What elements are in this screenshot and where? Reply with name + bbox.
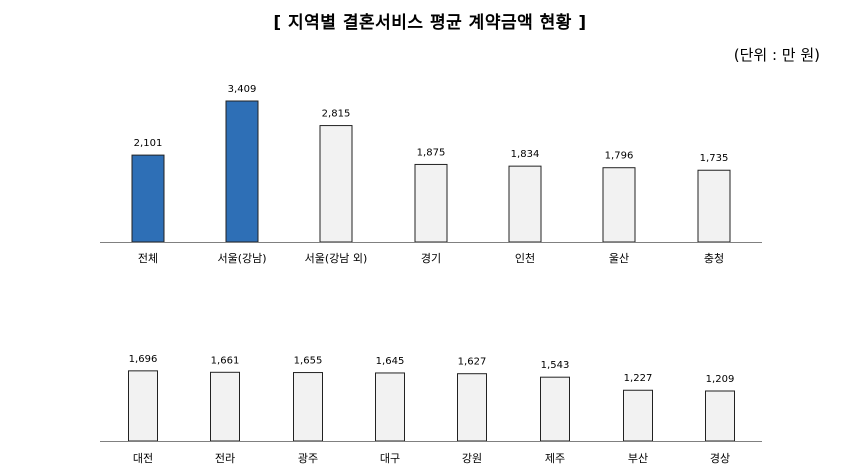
chart-title: [ 지역별 결혼서비스 평균 계약금액 현황 ] [273, 13, 587, 33]
data-label: 2,815 [322, 109, 351, 120]
category-label: 경상 [710, 452, 730, 465]
bar [210, 371, 240, 442]
bar [131, 154, 165, 243]
category-label: 전라 [215, 452, 235, 465]
category-label: 부산 [628, 452, 648, 465]
category-label: 제주 [545, 452, 565, 465]
bar [697, 169, 731, 243]
bar [602, 167, 636, 243]
data-label: 2,101 [134, 138, 163, 149]
bar [457, 373, 487, 442]
unit-label: (단위 : 만 원) [733, 46, 820, 64]
bar [705, 390, 735, 442]
category-label: 대전 [133, 452, 153, 465]
data-label: 1,875 [417, 147, 446, 158]
category-label: 전체 [138, 252, 158, 265]
data-label: 1,796 [605, 151, 634, 162]
data-label: 1,627 [458, 357, 487, 368]
data-label: 1,661 [211, 355, 240, 366]
category-label: 울산 [609, 252, 629, 265]
bar [319, 125, 353, 243]
data-label: 1,696 [129, 354, 158, 365]
data-label: 1,834 [511, 149, 540, 160]
chart-1: 2,101 전체 3,409 서울(강남) 2,815 서울(강남 외) 1,875 경기 1,… [100, 84, 762, 265]
bar [623, 389, 653, 442]
category-label: 서울(강남 외) [305, 252, 368, 265]
category-label: 강원 [462, 452, 482, 465]
data-label: 1,655 [294, 356, 323, 367]
bar [128, 370, 158, 442]
bar [508, 165, 542, 243]
data-label: 1,227 [624, 373, 653, 384]
category-label: 경기 [421, 252, 441, 265]
category-label: 서울(강남) [217, 252, 266, 265]
data-label: 1,735 [700, 153, 729, 164]
category-label: 대구 [380, 452, 400, 465]
chart-2: 1,696 대전 1,661 전라 1,655 광주 1,645 대구 1,627 강원 1,543… [100, 354, 762, 465]
data-label: 1,645 [376, 356, 405, 367]
data-label: 3,409 [228, 84, 257, 95]
category-label: 광주 [298, 452, 318, 465]
data-label: 1,543 [541, 360, 570, 371]
bar [540, 376, 570, 442]
bar [293, 372, 323, 442]
category-label: 충청 [704, 252, 724, 265]
bar [375, 372, 405, 442]
bar [225, 100, 259, 243]
bar [414, 163, 448, 243]
data-label: 1,209 [706, 374, 735, 385]
category-label: 인천 [515, 251, 535, 265]
